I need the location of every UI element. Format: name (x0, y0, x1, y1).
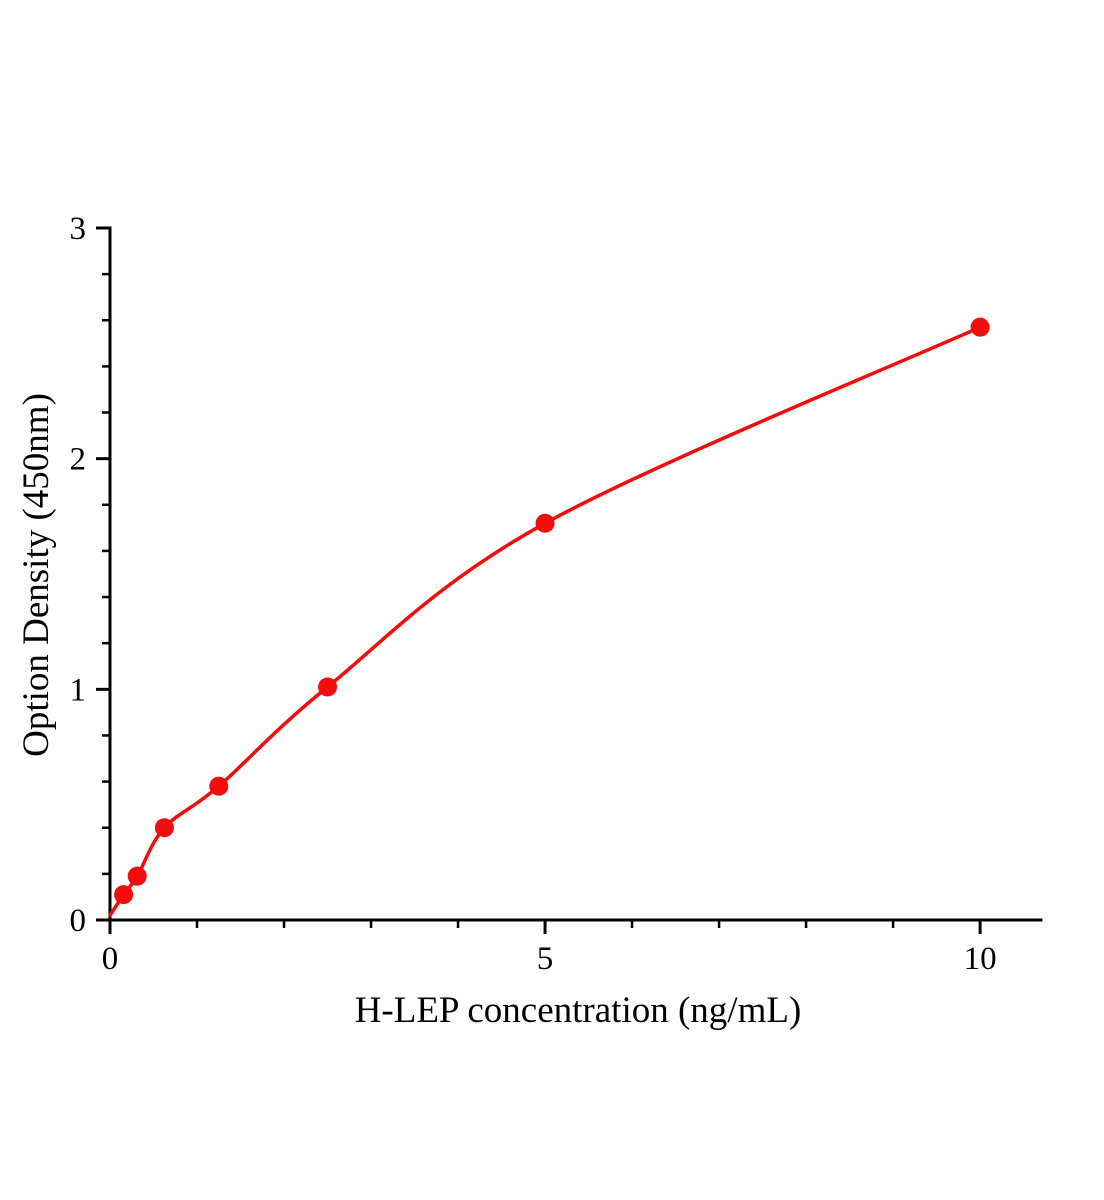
y-tick-label: 0 (70, 903, 87, 939)
data-point (154, 818, 174, 838)
axes (108, 226, 1043, 922)
y-tick-label: 2 (70, 442, 87, 478)
data-point (114, 885, 134, 905)
fit-curve (108, 325, 982, 918)
data-points (114, 317, 990, 905)
fit-curve-path (108, 325, 982, 918)
x-axis-title: H-LEP concentration (ng/mL) (355, 990, 802, 1031)
x-tick-label: 0 (102, 941, 119, 977)
data-point (209, 776, 229, 796)
x-tick-label: 5 (537, 941, 554, 977)
data-point (970, 317, 990, 337)
x-tick-label: 10 (964, 941, 997, 977)
y-axis-title: Option Density (450nm) (16, 393, 57, 757)
data-point (535, 513, 555, 533)
axis-ticks (96, 226, 982, 934)
y-tick-label: 3 (70, 211, 87, 247)
y-tick-label: 1 (70, 672, 87, 708)
data-point (127, 866, 147, 886)
data-point (318, 677, 338, 697)
axis-tick-labels: 0 5 10 0 1 2 3 (70, 211, 997, 977)
